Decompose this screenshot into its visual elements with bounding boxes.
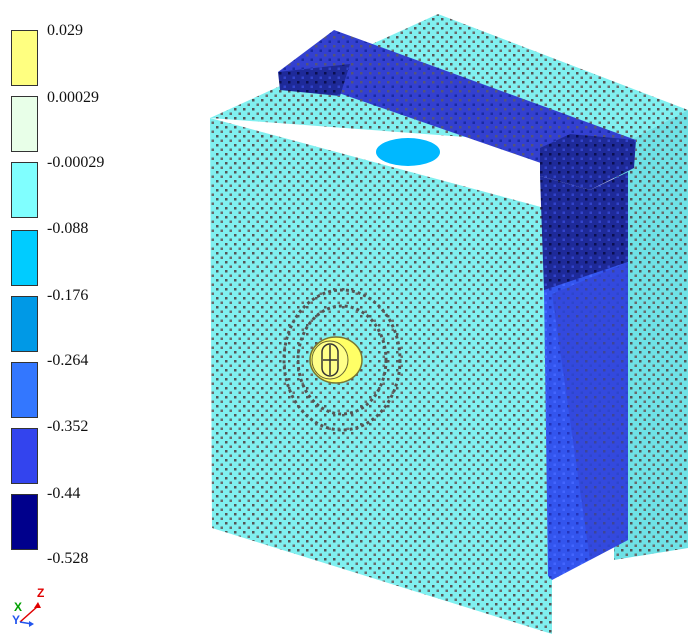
legend-swatch-3 [11,162,38,218]
legend-swatch-5 [11,296,38,352]
axis-triad: X Z Y [4,584,48,630]
legend-swatch-4 [11,230,38,286]
legend-swatch-8 [11,494,38,550]
block-front-face [210,118,552,634]
legend-tick-label: -0.264 [47,352,88,370]
axis-z-label: Z [37,587,44,599]
top-depression [376,138,440,166]
legend-tick-label: -0.44 [47,485,80,503]
legend-tick-label: -0.352 [47,418,88,436]
legend-swatch-1 [11,30,38,86]
color-legend: 0.029 0.00029 -0.00029 -0.088 -0.176 -0.… [0,0,170,570]
legend-tick-label: 0.029 [47,22,83,40]
legend-tick-label: -0.00029 [47,154,104,172]
legend-swatch-2 [11,96,38,152]
fe-mesh-model [180,0,691,634]
legend-swatch-6 [11,362,38,418]
axis-y-label: Y [12,614,20,626]
legend-tick-label: -0.176 [47,287,88,305]
axis-x-label: X [14,601,22,613]
legend-swatch-7 [11,428,38,484]
legend-tick-label: 0.00029 [47,89,99,107]
legend-tick-label: -0.528 [47,550,88,568]
legend-tick-label: -0.088 [47,220,88,238]
